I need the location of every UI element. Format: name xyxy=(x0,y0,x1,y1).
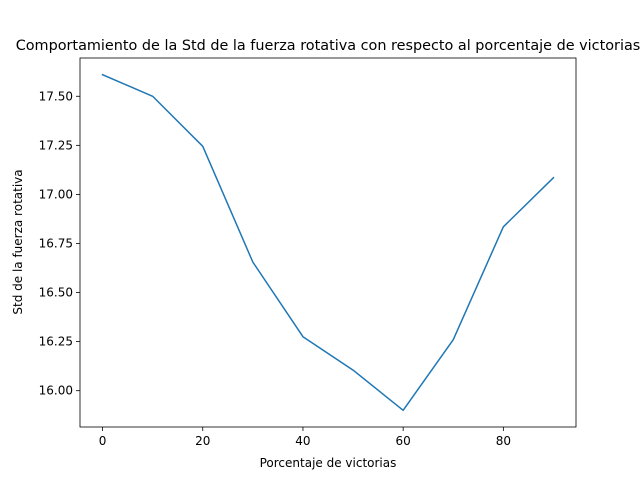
y-axis: 16.00 16.25 16.50 16.75 17.00 17.25 17.50 xyxy=(39,89,80,398)
y-tick-label: 16.25 xyxy=(39,335,73,349)
plot-area xyxy=(79,57,577,428)
x-tick-label: 40 xyxy=(295,434,310,448)
series-line xyxy=(101,73,555,412)
x-tick-label: 20 xyxy=(195,434,210,448)
x-axis: 0 20 40 60 80 xyxy=(99,427,511,448)
y-tick-label: 17.00 xyxy=(39,187,73,201)
x-tick-label: 0 xyxy=(99,434,107,448)
chart-title: Comportamiento de la Std de la fuerza ro… xyxy=(16,38,640,54)
x-tick-label: 60 xyxy=(396,434,411,448)
x-axis-label: Porcentaje de victorias xyxy=(260,456,397,470)
x-tick-label: 80 xyxy=(496,434,511,448)
y-tick-label: 17.50 xyxy=(39,89,73,103)
y-axis-label: Std de la fuerza rotativa xyxy=(11,169,25,314)
y-tick-label: 16.75 xyxy=(39,236,73,250)
y-tick-label: 16.50 xyxy=(39,286,73,300)
y-tick-label: 17.25 xyxy=(39,138,73,152)
y-tick-label: 16.00 xyxy=(39,384,73,398)
